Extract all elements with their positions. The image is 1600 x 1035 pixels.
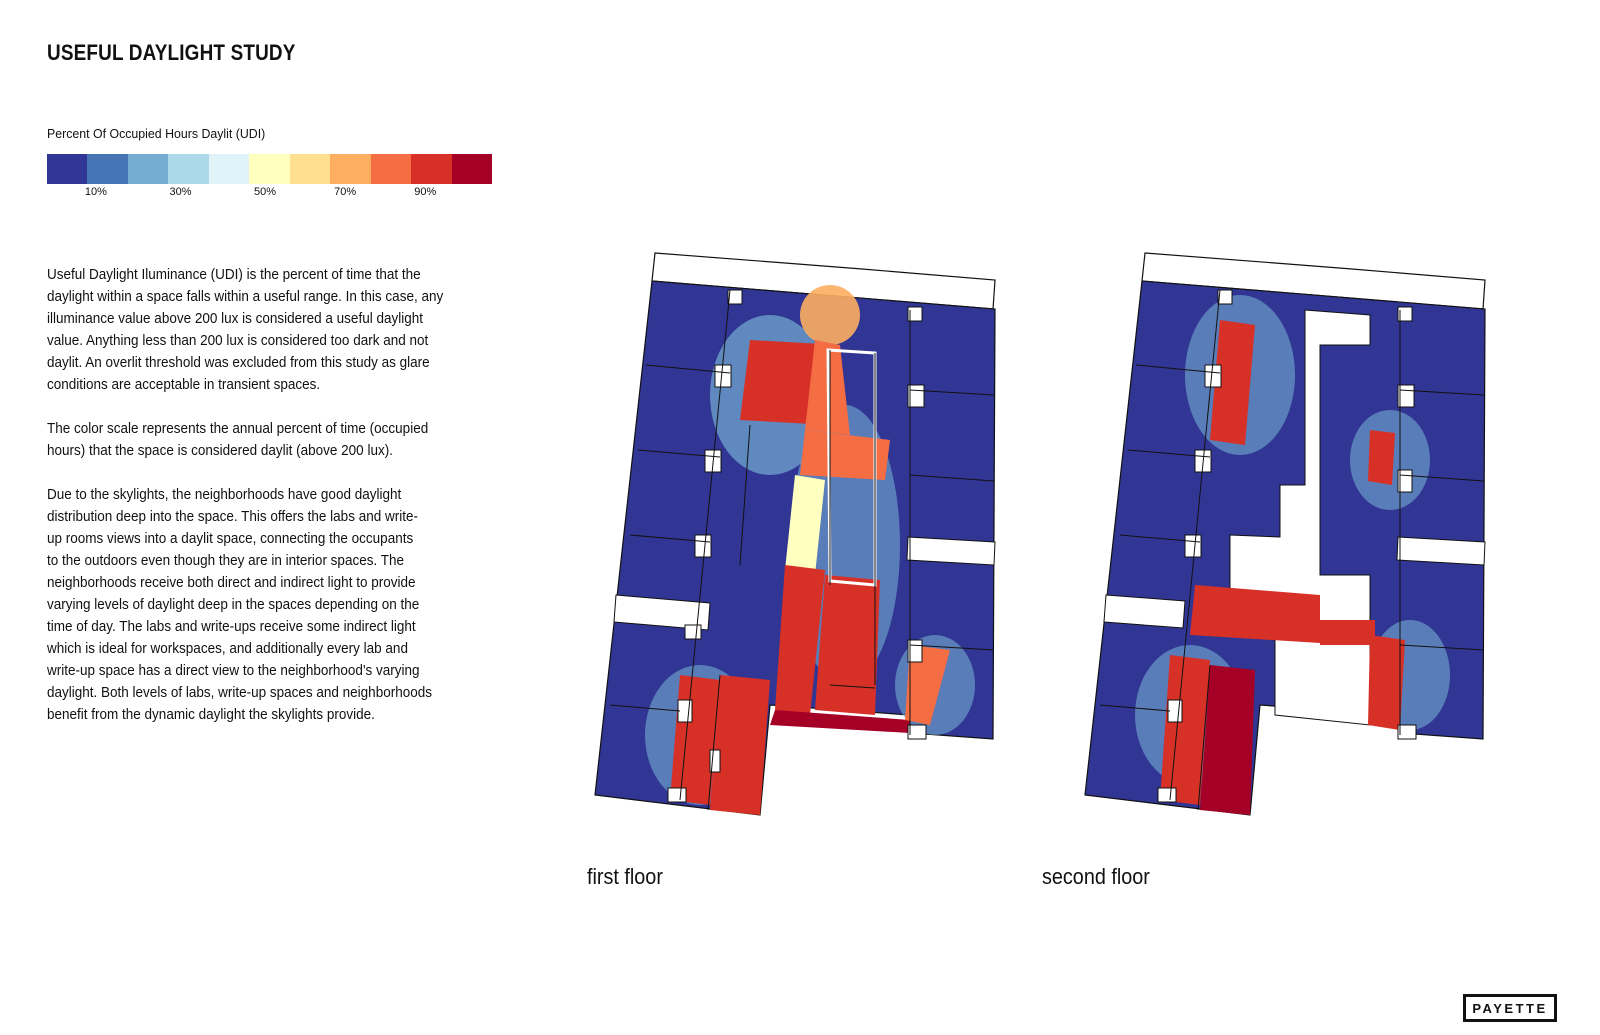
text-line: The color scale represents the annual pe… — [47, 420, 429, 437]
text-line: illuminance value above 200 lux is consi… — [47, 310, 423, 327]
legend-tick-label: 30% — [169, 186, 192, 198]
legend-swatch — [451, 154, 492, 184]
legend-swatch — [47, 154, 88, 184]
legend-swatch — [330, 154, 371, 184]
text-line: value. Anything less than 200 lux is con… — [47, 332, 429, 349]
legend-swatch — [289, 154, 331, 184]
text-line: conditions are acceptable in transient s… — [47, 376, 321, 393]
legend-tick-label: 90% — [414, 186, 437, 198]
second-floor-daylight-map — [1084, 252, 1486, 816]
text-line: write-up space has a direct view to the … — [47, 662, 420, 679]
udi-legend: Percent Of Occupied Hours Daylit (UDI) 1… — [47, 126, 492, 198]
text-line: distribution deep into the space. This o… — [47, 508, 418, 525]
legend-swatch — [208, 154, 250, 184]
first-floor-plan — [590, 245, 1010, 825]
text-line: benefit from the dynamic daylight the sk… — [47, 706, 375, 723]
text-line: up rooms views into a daylit space, conn… — [47, 530, 414, 547]
legend-color-scale — [47, 154, 492, 184]
text-line: Due to the skylights, the neighborhoods … — [47, 486, 402, 503]
legend-swatch — [411, 154, 452, 184]
second-floor-label: second floor — [1042, 864, 1150, 889]
payette-logo: PAYETTE — [1463, 994, 1557, 1022]
text-line: to the outdoors even though they are in … — [47, 552, 404, 569]
paragraph-color-scale: The color scale represents the annual pe… — [47, 418, 448, 462]
legend-swatch — [127, 154, 169, 184]
page-title: USEFUL DAYLIGHT STUDY — [47, 40, 296, 65]
paragraph-udi-definition: Useful Daylight Iluminance (UDI) is the … — [47, 264, 448, 396]
text-line: daylit. An overlit threshold was exclude… — [47, 354, 430, 371]
paragraph-skylights: Due to the skylights, the neighborhoods … — [47, 484, 448, 726]
text-line: hours) that the space is considered dayl… — [47, 442, 393, 459]
text-line: daylight. Both levels of labs, write-up … — [47, 684, 432, 701]
legend-ticks: 10% 30% 50% 70% 90% — [47, 186, 492, 206]
first-floor-daylight-map — [594, 252, 996, 816]
legend-tick-label: 50% — [254, 186, 277, 198]
text-line: Useful Daylight Iluminance (UDI) is the … — [47, 266, 421, 283]
text-line: which is ideal for workspaces, and addit… — [47, 640, 408, 657]
first-floor-label: first floor — [587, 864, 663, 889]
legend-tick-label: 10% — [84, 186, 107, 198]
text-line: neighborhoods receive both direct and in… — [47, 574, 416, 591]
description-text: Useful Daylight Iluminance (UDI) is the … — [47, 264, 448, 748]
legend-swatch — [87, 154, 128, 184]
legend-title: Percent Of Occupied Hours Daylit (UDI) — [47, 126, 266, 141]
text-line: daylight within a space falls within a u… — [47, 288, 444, 305]
second-floor-plan — [1080, 245, 1500, 825]
legend-swatch — [370, 154, 412, 184]
text-line: varying levels of daylight deep in the s… — [47, 596, 420, 613]
legend-swatch — [168, 154, 209, 184]
text-line: time of day. The labs and write-ups rece… — [47, 618, 416, 635]
legend-swatch — [249, 154, 290, 184]
legend-tick-label: 70% — [334, 186, 357, 198]
